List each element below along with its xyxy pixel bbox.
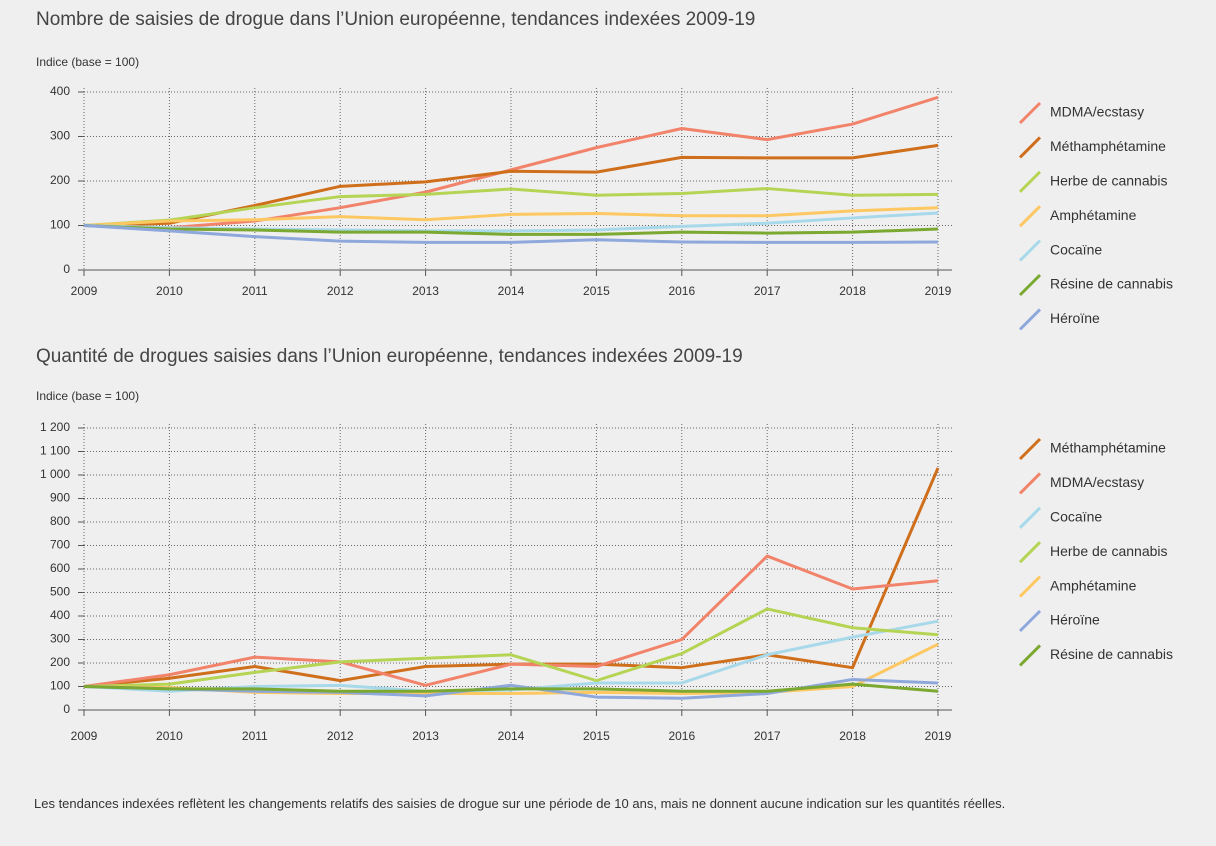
series-line — [83, 224, 939, 244]
x-tick-label: 2010 — [156, 284, 183, 298]
x-tick-label: 2011 — [242, 284, 268, 298]
x-tick-label: 2011 — [242, 729, 268, 743]
legend-label: Herbe de cannabis — [1050, 173, 1168, 189]
series-line — [83, 224, 939, 236]
y-axis-label: Indice (base = 100) — [36, 55, 139, 69]
legend-swatch — [1018, 205, 1042, 228]
y-tick-label: 1 100 — [40, 444, 70, 458]
series-line — [83, 206, 939, 227]
y-tick-label: 1 200 — [40, 420, 70, 434]
y-tick-label: 100 — [50, 218, 70, 232]
legend-label: Amphétamine — [1050, 207, 1137, 223]
x-tick-label: 2016 — [668, 729, 695, 743]
legend-swatch — [1018, 308, 1042, 331]
y-tick-label: 1 000 — [40, 467, 70, 481]
legend-swatch — [1018, 273, 1042, 297]
legend-label: MDMA/ecstasy — [1050, 104, 1144, 120]
legend-swatch — [1018, 239, 1042, 262]
y-tick-label: 200 — [50, 173, 70, 187]
legend-label: Méthamphétamine — [1050, 138, 1166, 154]
legend-label: Amphétamine — [1050, 577, 1137, 593]
x-tick-label: 2015 — [583, 284, 610, 298]
x-tick-label: 2014 — [498, 729, 525, 743]
footnote: Les tendances indexées reflètent les cha… — [34, 796, 1006, 811]
y-tick-label: 100 — [50, 679, 70, 693]
legend-label: Cocaïne — [1050, 509, 1102, 525]
x-tick-label: 2012 — [327, 284, 354, 298]
x-tick-label: 2009 — [71, 729, 98, 743]
legend-label: Héroïne — [1050, 310, 1100, 326]
legend-swatch — [1018, 506, 1042, 529]
legend-swatch — [1018, 609, 1042, 633]
y-tick-label: 900 — [50, 491, 70, 505]
x-tick-label: 2017 — [754, 729, 781, 743]
x-tick-label: 2010 — [156, 729, 183, 743]
y-tick-label: 300 — [50, 632, 70, 646]
y-tick-label: 300 — [50, 129, 70, 143]
x-tick-label: 2019 — [925, 284, 952, 298]
legend-swatch — [1018, 644, 1042, 667]
y-axis-label: Indice (base = 100) — [36, 389, 139, 403]
legend-swatch — [1018, 170, 1042, 193]
legend-swatch — [1018, 101, 1042, 125]
x-tick-label: 2015 — [583, 729, 610, 743]
y-tick-label: 0 — [63, 702, 70, 716]
y-tick-label: 700 — [50, 538, 70, 552]
x-tick-label: 2014 — [498, 284, 525, 298]
x-tick-label: 2013 — [412, 284, 439, 298]
legend-swatch — [1018, 472, 1042, 495]
y-tick-label: 400 — [50, 608, 70, 622]
series-line — [83, 607, 939, 688]
chart-title: Nombre de saisies de drogue dans l’Union… — [36, 9, 755, 30]
legend-label: Méthamphétamine — [1050, 440, 1166, 456]
x-tick-label: 2017 — [754, 284, 781, 298]
x-tick-label: 2009 — [71, 284, 98, 298]
legend-label: Héroïne — [1050, 612, 1100, 628]
chart-title: Quantité de drogues saisies dans l’Union… — [36, 346, 743, 367]
x-tick-label: 2018 — [839, 284, 866, 298]
y-tick-label: 500 — [50, 585, 70, 599]
x-tick-label: 2016 — [668, 284, 695, 298]
y-tick-label: 400 — [50, 84, 70, 98]
y-tick-label: 200 — [50, 655, 70, 669]
legend-label: Résine de cannabis — [1050, 646, 1173, 662]
y-tick-label: 600 — [50, 561, 70, 575]
legend-swatch — [1018, 541, 1042, 564]
legend-swatch — [1018, 575, 1042, 598]
legend-label: Herbe de cannabis — [1050, 543, 1168, 559]
legend-label: Cocaïne — [1050, 241, 1102, 257]
y-tick-label: 800 — [50, 514, 70, 528]
series-line — [83, 187, 939, 227]
series-line — [83, 554, 939, 688]
series-line — [83, 682, 939, 693]
y-tick-label: 0 — [63, 262, 70, 276]
x-tick-label: 2019 — [925, 729, 952, 743]
x-tick-label: 2013 — [412, 729, 439, 743]
legend-label: Résine de cannabis — [1050, 276, 1173, 292]
legend-label: MDMA/ecstasy — [1050, 474, 1144, 490]
x-tick-label: 2018 — [839, 729, 866, 743]
legend-swatch — [1018, 437, 1042, 461]
x-tick-label: 2012 — [327, 729, 354, 743]
legend-swatch — [1018, 136, 1042, 159]
